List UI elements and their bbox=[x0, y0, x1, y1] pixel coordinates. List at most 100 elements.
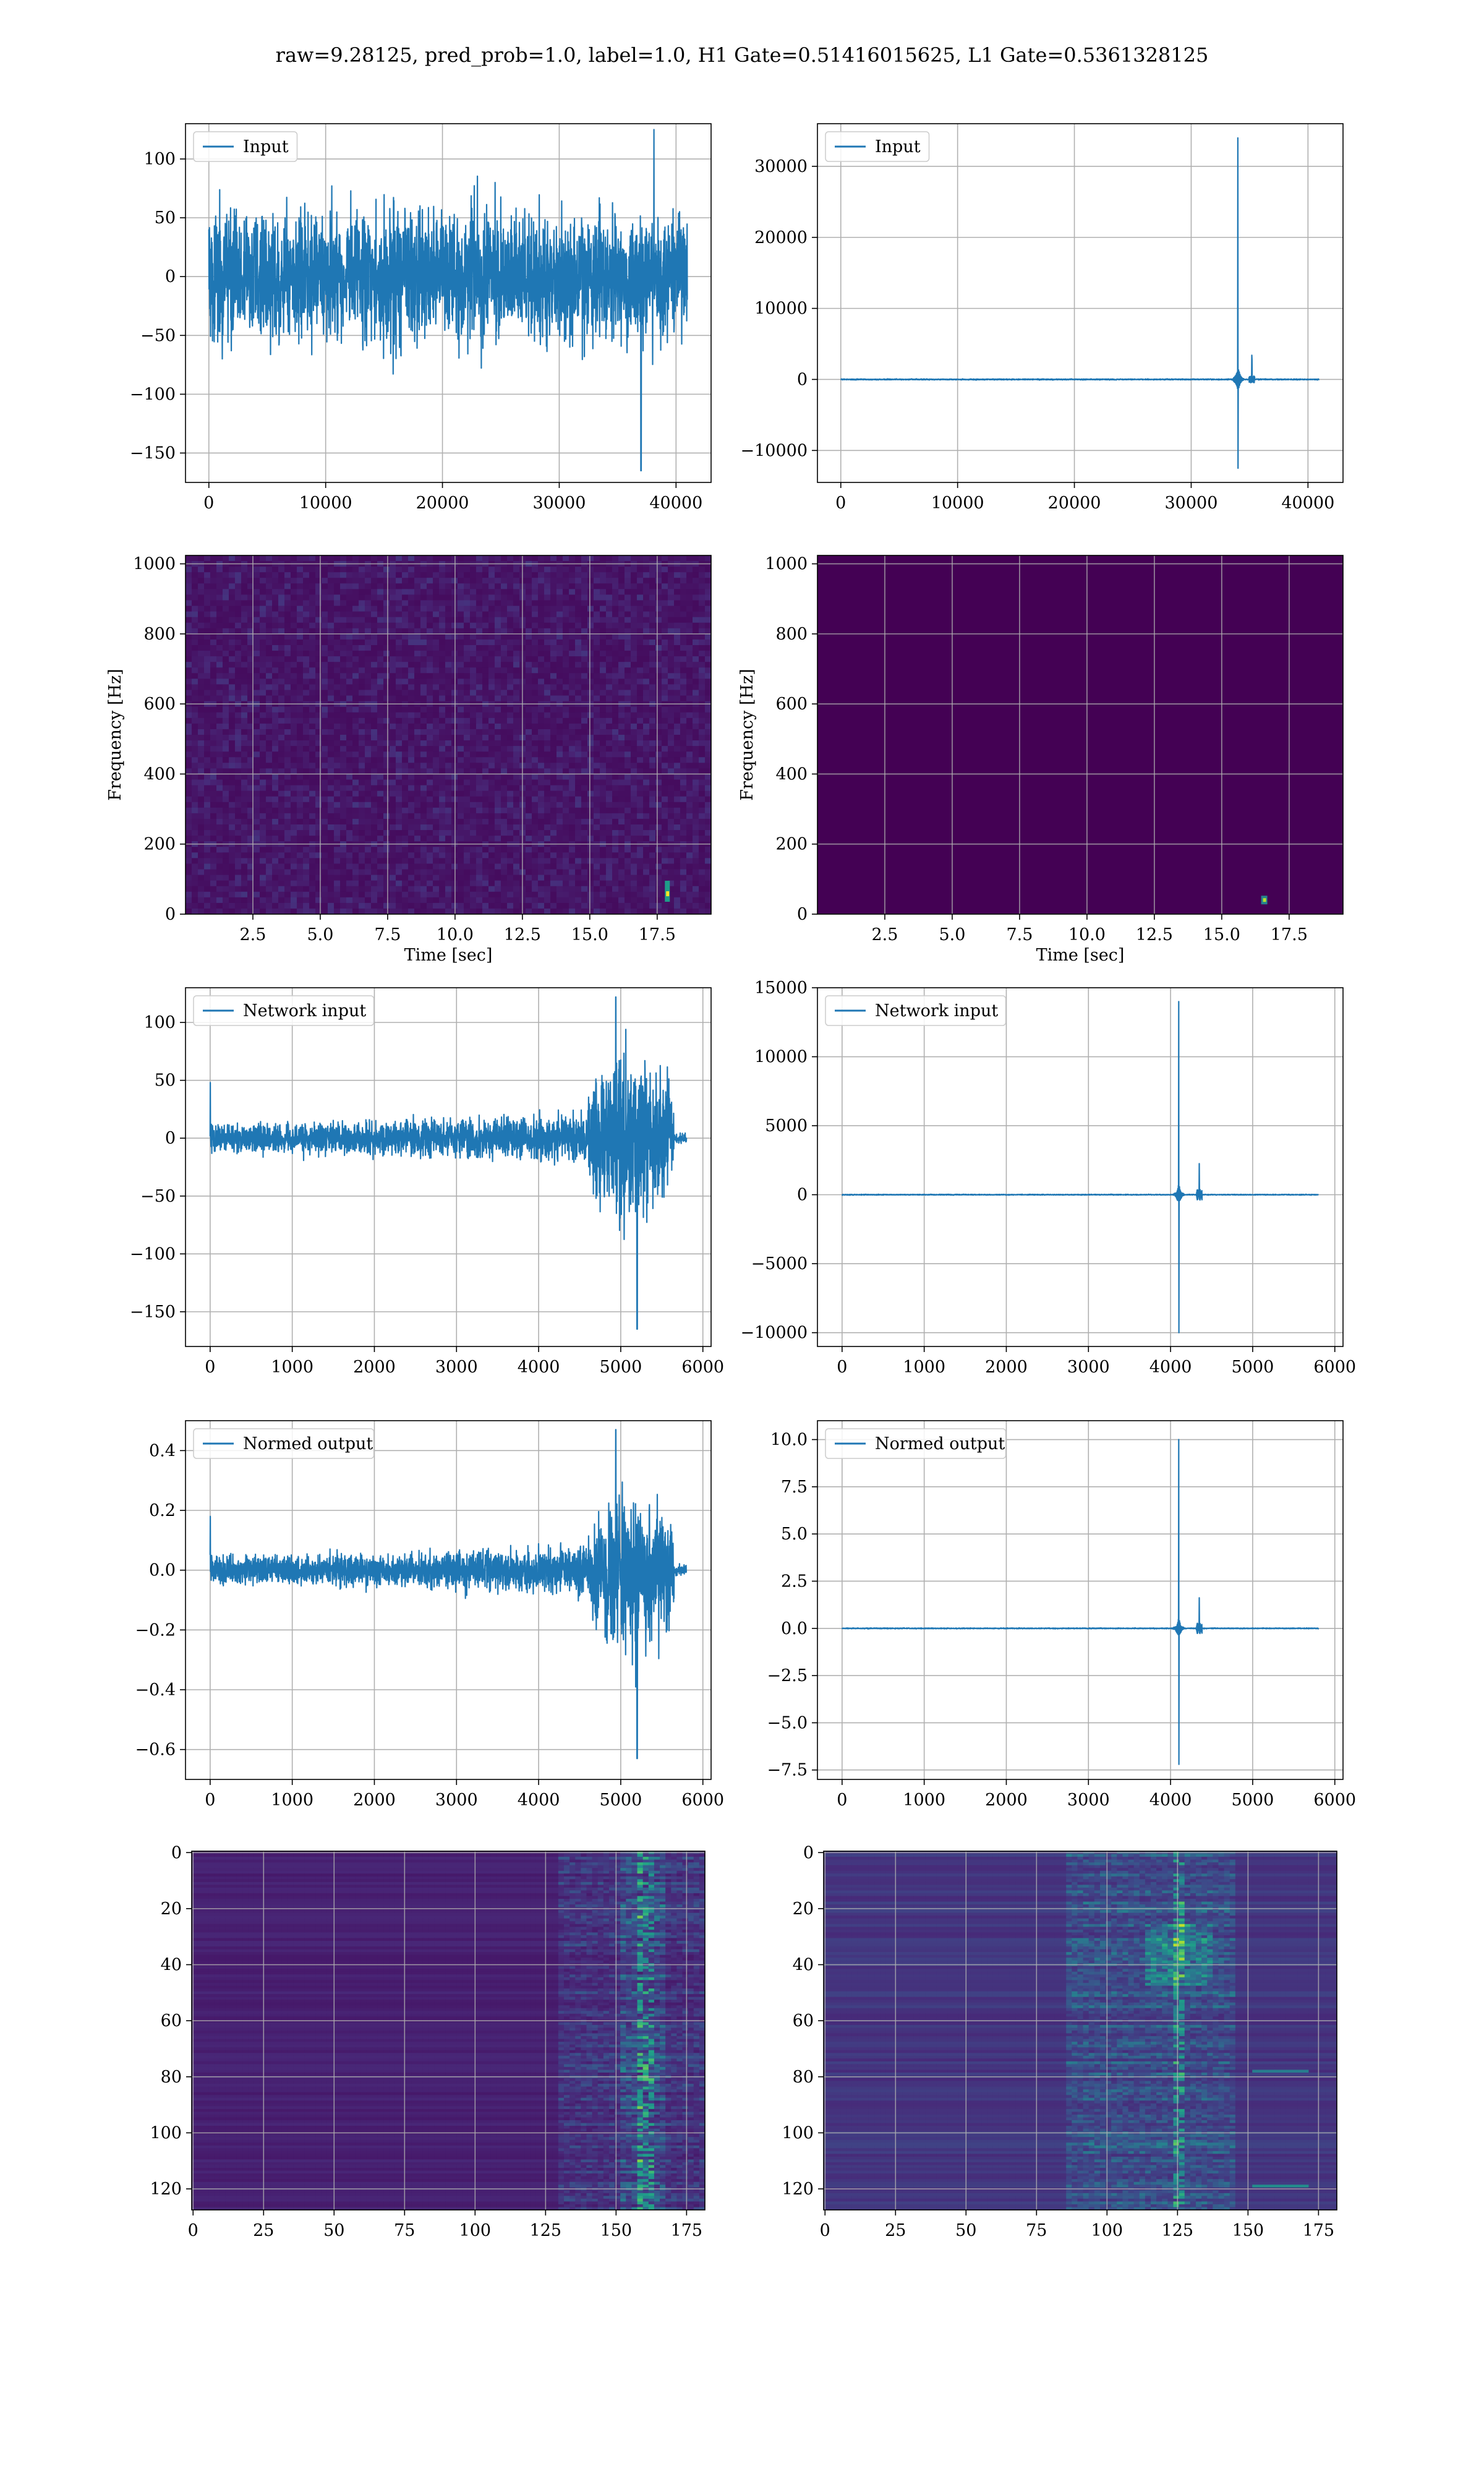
heatmap-cell bbox=[488, 863, 495, 870]
heatmap-cell bbox=[223, 667, 229, 674]
heatmap-cell bbox=[340, 790, 347, 797]
heatmap-cell bbox=[272, 567, 279, 573]
heatmap-cell bbox=[420, 757, 427, 763]
heatmap-cell bbox=[359, 796, 365, 803]
heatmap-cell bbox=[445, 908, 452, 914]
heatmap-cell bbox=[297, 813, 304, 820]
heatmap-cell bbox=[643, 830, 650, 836]
heatmap-cell bbox=[223, 723, 229, 730]
heatmap-cell bbox=[594, 897, 600, 904]
heatmap-cell bbox=[247, 594, 254, 601]
heatmap-cell bbox=[402, 897, 409, 904]
heatmap-cell bbox=[303, 858, 310, 865]
heatmap-cell bbox=[538, 790, 545, 797]
heatmap-cell bbox=[427, 645, 433, 651]
heatmap-cell bbox=[637, 880, 644, 887]
heatmap-cell bbox=[260, 740, 267, 747]
heatmap-cell bbox=[402, 589, 409, 596]
heatmap-cell bbox=[631, 858, 638, 865]
heatmap-cell bbox=[383, 757, 390, 763]
heatmap-cell bbox=[563, 891, 569, 898]
heatmap-cell bbox=[216, 779, 223, 786]
heatmap-cell bbox=[266, 858, 273, 865]
heatmap-cell bbox=[186, 836, 192, 842]
heatmap-cell bbox=[396, 555, 403, 562]
heatmap-cell bbox=[513, 813, 520, 820]
heatmap-cell bbox=[649, 617, 656, 623]
heatmap-cell bbox=[544, 824, 551, 831]
heatmap-cell bbox=[272, 785, 279, 792]
heatmap-cell bbox=[216, 908, 223, 914]
heatmap-cell bbox=[643, 684, 650, 691]
heatmap-cell bbox=[340, 673, 347, 679]
heatmap-cell bbox=[581, 735, 588, 741]
heatmap-cell bbox=[600, 667, 607, 674]
heatmap-cell bbox=[352, 886, 359, 892]
heatmap-cell bbox=[223, 807, 229, 814]
heatmap-cell bbox=[284, 740, 291, 747]
x-tick-label: 10000 bbox=[931, 494, 984, 513]
heatmap-cell bbox=[315, 802, 322, 808]
heatmap-cell bbox=[346, 594, 353, 601]
heatmap-cell bbox=[284, 880, 291, 887]
heatmap-cell bbox=[420, 628, 427, 635]
heatmap-cell bbox=[186, 774, 192, 781]
heatmap-cell bbox=[526, 723, 532, 730]
heatmap-cell bbox=[631, 617, 638, 623]
heatmap-cell bbox=[569, 897, 576, 904]
heatmap-cell bbox=[470, 847, 477, 853]
heatmap-cell bbox=[420, 695, 427, 702]
heatmap-cell bbox=[470, 779, 477, 786]
heatmap-cell bbox=[383, 572, 390, 578]
heatmap-cell bbox=[266, 651, 273, 657]
heatmap-cell bbox=[223, 751, 229, 758]
heatmap-cell bbox=[297, 706, 304, 713]
heatmap-cell bbox=[359, 662, 365, 668]
heatmap-cell bbox=[439, 863, 446, 870]
heatmap-cell bbox=[260, 880, 267, 887]
heatmap-cell bbox=[414, 578, 421, 584]
heatmap-cell bbox=[513, 902, 520, 909]
heatmap-cell bbox=[563, 897, 569, 904]
heatmap-cell bbox=[563, 863, 569, 870]
heatmap-cell bbox=[272, 678, 279, 685]
heatmap-cell bbox=[383, 902, 390, 909]
heatmap-cell bbox=[495, 779, 501, 786]
heatmap-cell bbox=[229, 735, 236, 741]
heatmap-cell bbox=[322, 555, 328, 562]
heatmap-cell bbox=[297, 774, 304, 781]
heatmap-cell bbox=[291, 667, 297, 674]
heatmap-cell bbox=[204, 600, 211, 607]
heatmap-cell bbox=[346, 662, 353, 668]
heatmap-cell bbox=[352, 802, 359, 808]
heatmap-cell bbox=[600, 875, 607, 881]
heatmap-cell bbox=[328, 622, 335, 629]
heatmap-cell bbox=[186, 712, 192, 719]
heatmap-cell bbox=[458, 651, 464, 657]
heatmap-cell bbox=[346, 633, 353, 640]
heatmap-cell bbox=[402, 824, 409, 831]
heatmap-cell bbox=[383, 886, 390, 892]
heatmap-cell bbox=[544, 763, 551, 769]
heatmap-cell bbox=[594, 684, 600, 691]
heatmap-cell bbox=[210, 706, 217, 713]
heatmap-cell bbox=[247, 746, 254, 752]
heatmap-cell bbox=[433, 717, 440, 724]
heatmap-cell bbox=[352, 880, 359, 887]
heatmap-cell bbox=[291, 836, 297, 842]
heatmap-cell bbox=[235, 852, 242, 858]
heatmap-cell bbox=[569, 785, 576, 792]
heatmap-cell bbox=[476, 717, 483, 724]
heatmap-cell bbox=[315, 729, 322, 735]
heatmap-cell bbox=[402, 617, 409, 623]
heatmap-cell bbox=[328, 740, 335, 747]
heatmap-cell bbox=[618, 813, 625, 820]
heatmap-cell bbox=[365, 740, 372, 747]
heatmap-cell bbox=[272, 891, 279, 898]
heatmap-cell bbox=[476, 847, 483, 853]
heatmap-cell bbox=[600, 555, 607, 562]
heatmap-cell bbox=[383, 768, 390, 775]
heatmap-cell bbox=[501, 567, 508, 573]
heatmap-cell bbox=[186, 863, 192, 870]
heatmap-cell bbox=[272, 902, 279, 909]
